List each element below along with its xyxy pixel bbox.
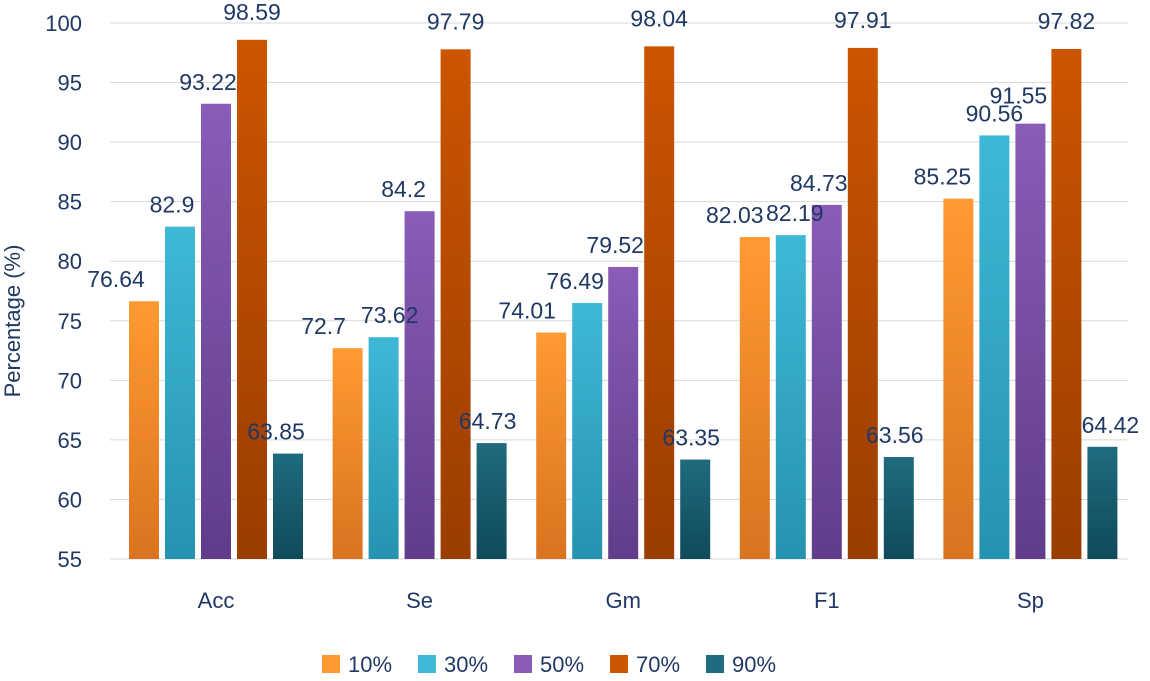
legend-swatch: [610, 655, 628, 673]
bar-acc-30pct: [165, 226, 195, 559]
y-tick-label: 95: [58, 71, 82, 96]
legend-label: 90%: [732, 652, 776, 676]
legend-label: 50%: [540, 652, 584, 676]
data-label: 74.01: [498, 298, 556, 324]
data-label: 93.22: [179, 69, 237, 95]
data-label: 97.91: [834, 7, 892, 33]
data-label: 84.2: [381, 176, 426, 202]
data-label: 97.82: [1038, 8, 1096, 34]
y-tick-label: 55: [58, 547, 82, 572]
bar-gm-90pct: [680, 459, 711, 559]
bar-f1-70pct: [847, 47, 878, 559]
data-label: 76.49: [546, 268, 604, 294]
bar-sp-70pct: [1051, 48, 1082, 560]
y-tick-label: 60: [58, 487, 82, 512]
data-label: 82.9: [150, 192, 195, 218]
data-label: 76.64: [87, 266, 145, 292]
bar-se-10pct: [332, 348, 363, 559]
legend-label: 10%: [348, 652, 392, 676]
data-label: 98.04: [630, 5, 688, 31]
data-label: 63.85: [247, 419, 305, 445]
data-label: 82.03: [706, 202, 764, 228]
y-tick-label: 70: [58, 368, 82, 393]
legend-swatch: [514, 655, 532, 673]
bar-gm-10pct: [536, 332, 567, 559]
data-label: 64.42: [1082, 412, 1140, 438]
y-tick-label: 75: [58, 309, 82, 334]
bar-se-50pct: [404, 211, 435, 559]
bar-f1-90pct: [883, 457, 914, 559]
data-label: 64.73: [459, 408, 517, 434]
bar-se-90pct: [476, 443, 507, 559]
y-tick-label: 90: [58, 130, 82, 155]
legend-swatch: [322, 655, 340, 673]
x-tick-label: Acc: [198, 588, 235, 613]
y-axis-label: Percentage (%): [0, 245, 25, 398]
legend-swatch: [706, 655, 724, 673]
bar-acc-50pct: [201, 103, 231, 560]
y-tick-label: 85: [58, 190, 82, 215]
legend-label: 70%: [636, 652, 680, 676]
bar-sp-90pct: [1087, 446, 1118, 559]
bar-acc-90pct: [273, 453, 303, 559]
data-label: 91.55: [990, 83, 1048, 109]
bar-f1-10pct: [739, 237, 770, 559]
y-tick-label: 65: [58, 428, 82, 453]
data-label: 85.25: [914, 164, 972, 190]
x-tick-labels: Acc Se Gm F1 Sp: [198, 588, 1044, 613]
bar-gm-50pct: [608, 266, 639, 559]
bar-se-30pct: [368, 337, 399, 559]
x-tick-label: Se: [406, 588, 433, 613]
legend-swatch: [418, 655, 436, 673]
bar-sp-10pct: [943, 198, 974, 559]
bar-sp-30pct: [979, 135, 1010, 559]
bar-sp-50pct: [1015, 123, 1046, 559]
data-label: 97.79: [427, 8, 485, 34]
bar-acc-10pct: [129, 301, 159, 559]
bars: [129, 39, 1118, 560]
data-label: 79.52: [586, 232, 644, 258]
data-label: 73.62: [361, 302, 419, 328]
data-label: 63.56: [866, 422, 924, 448]
y-tick-label: 100: [45, 11, 82, 36]
bar-se-70pct: [440, 49, 471, 560]
data-label: 72.7: [301, 313, 346, 339]
x-tick-label: Gm: [605, 588, 640, 613]
bar-gm-30pct: [572, 303, 603, 559]
x-tick-label: F1: [814, 588, 840, 613]
y-tick-labels: 55 60 65 70 75 80 85 90 95 100: [45, 11, 82, 572]
x-tick-label: Sp: [1017, 588, 1044, 613]
data-label: 82.19: [766, 200, 824, 226]
data-label: 63.35: [662, 425, 720, 451]
data-label: 84.73: [790, 170, 848, 196]
legend: 10% 30% 50% 70% 90%: [322, 652, 776, 677]
data-label: 90.56: [966, 100, 1024, 126]
y-tick-label: 80: [58, 249, 82, 274]
data-labels: 76.64 82.9 93.22 98.59 63.85 72.7 73.62 84.2 97.…: [87, 0, 1139, 451]
data-label: 98.59: [223, 0, 281, 25]
bar-gm-70pct: [644, 46, 675, 560]
legend-label: 30%: [444, 652, 488, 676]
bar-f1-50pct: [811, 204, 842, 559]
bar-acc-70pct: [237, 39, 267, 559]
bar-f1-30pct: [775, 235, 806, 559]
